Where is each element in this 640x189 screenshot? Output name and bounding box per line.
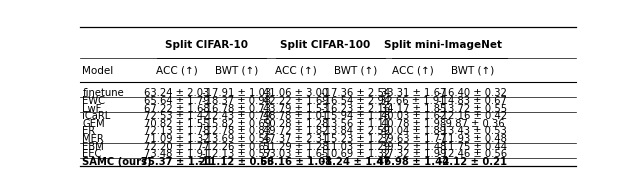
Text: Model: Model	[83, 66, 114, 76]
Text: -12.46 ± 0.56: -12.46 ± 0.56	[438, 149, 508, 159]
Text: BWT (↑): BWT (↑)	[214, 66, 258, 76]
Text: -18.37 ± 0.98: -18.37 ± 0.98	[202, 96, 271, 106]
Text: 43.79 ± 1.53: 43.79 ± 1.53	[263, 104, 328, 114]
Text: 63.24 ± 2.03: 63.24 ± 2.03	[144, 88, 209, 98]
Text: ER: ER	[83, 126, 95, 136]
Text: 46.98 ± 1.42: 46.98 ± 1.42	[377, 157, 449, 167]
Text: iCaRL: iCaRL	[83, 111, 111, 121]
Text: -13.84 ± 2.59: -13.84 ± 2.59	[321, 126, 390, 136]
Text: -12.78 ± 0.83: -12.78 ± 0.83	[202, 126, 271, 136]
Text: 72.53 ± 1.42: 72.53 ± 1.42	[144, 111, 209, 121]
Text: -15.82 ± 0.69: -15.82 ± 0.69	[202, 119, 271, 129]
Text: 32.66 ± 1.91: 32.66 ± 1.91	[381, 96, 446, 106]
Text: -13.69 ± 0.56: -13.69 ± 0.56	[202, 134, 271, 144]
Text: -16.54 ± 2.94: -16.54 ± 2.94	[321, 96, 390, 106]
Text: -11.03 ± 1.29: -11.03 ± 1.29	[321, 142, 390, 152]
Text: -9.87 ± 0.36: -9.87 ± 0.36	[442, 119, 504, 129]
Text: 40.03 ± 1.62: 40.03 ± 1.62	[381, 111, 446, 121]
Text: -16.78 ± 0.73: -16.78 ± 0.73	[202, 104, 271, 114]
Text: ACC (↑): ACC (↑)	[392, 66, 434, 76]
Text: -12.13 ± 0.57: -12.13 ± 0.57	[202, 149, 271, 159]
Text: 72.13 ± 1.78: 72.13 ± 1.78	[144, 126, 209, 136]
Text: 41.06 ± 3.00: 41.06 ± 3.00	[263, 88, 328, 98]
Text: -14.83 ± 0.67: -14.83 ± 0.67	[438, 96, 508, 106]
Text: 47.37 ± 2.31: 47.37 ± 2.31	[263, 134, 328, 144]
Text: 39.63 ± 1.77: 39.63 ± 1.77	[381, 134, 446, 144]
Text: Split CIFAR-10: Split CIFAR-10	[165, 40, 248, 50]
Text: 39.52 ± 1.48: 39.52 ± 1.48	[381, 142, 446, 152]
Text: EEC: EEC	[83, 149, 102, 159]
Text: -15.23 ± 1.27: -15.23 ± 1.27	[321, 134, 390, 144]
Text: Split mini-ImageNet: Split mini-ImageNet	[384, 40, 502, 50]
Text: finetune: finetune	[83, 88, 124, 98]
Text: EBM: EBM	[83, 142, 104, 152]
Text: 33.31 ± 1.67: 33.31 ± 1.67	[381, 88, 446, 98]
Text: 71.09 ± 1.32: 71.09 ± 1.32	[144, 134, 209, 144]
Text: -13.56 ± 1.11: -13.56 ± 1.11	[321, 119, 390, 129]
Text: 40.78 ± 1.98: 40.78 ± 1.98	[381, 119, 446, 129]
Text: BWT (↑): BWT (↑)	[451, 66, 495, 76]
Text: -11.12 ± 0.63: -11.12 ± 0.63	[198, 157, 275, 167]
Text: -17.91 ± 1.03: -17.91 ± 1.03	[202, 88, 271, 98]
Text: -8.24 ± 1.47: -8.24 ± 1.47	[321, 157, 390, 167]
Text: 42.22 ± 1.69: 42.22 ± 1.69	[263, 96, 328, 106]
Text: 37.32 ± 1.99: 37.32 ± 1.99	[381, 149, 446, 159]
Text: 48.78 ± 1.01: 48.78 ± 1.01	[263, 111, 328, 121]
Text: 67.22 ± 1.68: 67.22 ± 1.68	[144, 104, 209, 114]
Text: -11.75 ± 0.44: -11.75 ± 0.44	[438, 142, 508, 152]
Text: 65.64 ± 1.79: 65.64 ± 1.79	[144, 96, 209, 106]
Text: -11.93 ± 0.48: -11.93 ± 0.48	[438, 134, 508, 144]
Text: LwF: LwF	[83, 104, 102, 114]
Text: 50.28 ± 1.28: 50.28 ± 1.28	[263, 119, 328, 129]
Text: -12.16 ± 0.42: -12.16 ± 0.42	[438, 111, 508, 121]
Text: -10.69 ± 1.32: -10.69 ± 1.32	[321, 149, 390, 159]
Text: Split CIFAR-100: Split CIFAR-100	[280, 40, 371, 50]
Text: 49.72 ± 1.82: 49.72 ± 1.82	[263, 126, 328, 136]
Text: -15.94 ± 1.18: -15.94 ± 1.18	[321, 111, 390, 121]
Text: 70.82 ± 1.55: 70.82 ± 1.55	[144, 119, 209, 129]
Text: 75.37 ± 1.21: 75.37 ± 1.21	[141, 157, 212, 167]
Text: MER: MER	[83, 134, 104, 144]
Text: EWC: EWC	[83, 96, 106, 106]
Text: 53.03 ± 1.65: 53.03 ± 1.65	[263, 149, 328, 159]
Text: -16.23 ± 2.16: -16.23 ± 2.16	[321, 104, 390, 114]
Text: -17.36 ± 2.54: -17.36 ± 2.54	[321, 88, 390, 98]
Text: -16.40 ± 0.32: -16.40 ± 0.32	[438, 88, 508, 98]
Text: 34.17 ± 1.85: 34.17 ± 1.85	[381, 104, 446, 114]
Text: -13.72 ± 0.55: -13.72 ± 0.55	[438, 104, 508, 114]
Text: ACC (↑): ACC (↑)	[275, 66, 317, 76]
Text: SAMC (ours): SAMC (ours)	[83, 157, 152, 167]
Text: -12.43 ± 0.79: -12.43 ± 0.79	[202, 111, 271, 121]
Text: GEM: GEM	[83, 119, 105, 129]
Text: ACC (↑): ACC (↑)	[156, 66, 198, 76]
Text: -12.26 ± 0.61: -12.26 ± 0.61	[202, 142, 271, 152]
Text: 73.48 ± 1.91: 73.48 ± 1.91	[144, 149, 209, 159]
Text: 56.16 ± 1.01: 56.16 ± 1.01	[260, 157, 332, 167]
Text: 40.04 ± 1.89: 40.04 ± 1.89	[381, 126, 446, 136]
Text: BWT (↑): BWT (↑)	[333, 66, 377, 76]
Text: -4.12 ± 0.21: -4.12 ± 0.21	[438, 157, 508, 167]
Text: -13.43 ± 0.53: -13.43 ± 0.53	[438, 126, 508, 136]
Text: 72.20 ± 1.77: 72.20 ± 1.77	[144, 142, 209, 152]
Text: 51.29 ± 1.28: 51.29 ± 1.28	[263, 142, 328, 152]
